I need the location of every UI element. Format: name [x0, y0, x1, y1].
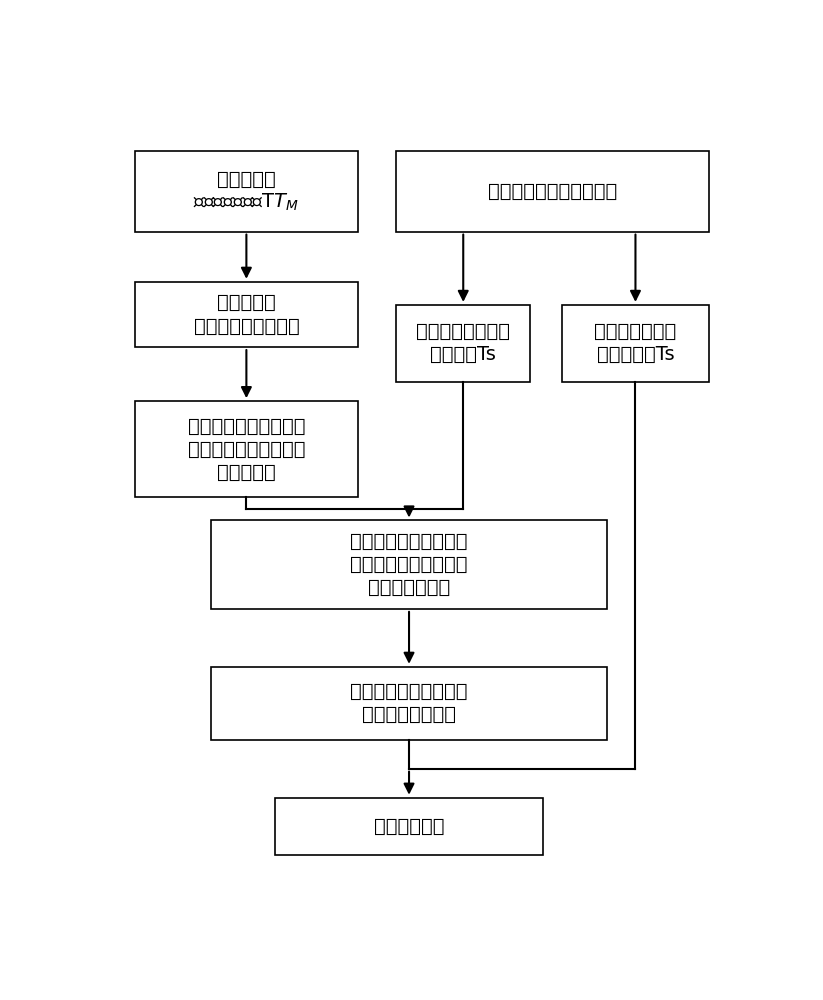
Text: 对参数进行方差分析，: 对参数进行方差分析， [188, 417, 305, 436]
Text: 的精确表征形式: 的精确表征形式 [368, 578, 450, 597]
Text: 单针反馈，获得各参数: 单针反馈，获得各参数 [351, 555, 467, 574]
Text: 获得验证测温针: 获得验证测温针 [594, 322, 677, 341]
Text: 测量温度，: 测量温度， [217, 170, 276, 189]
Text: 获得反馈测温针的: 获得反馈测温针的 [416, 322, 510, 341]
FancyBboxPatch shape [397, 151, 709, 232]
Text: 获得各个参数在不同时: 获得各个参数在不同时 [188, 440, 305, 459]
FancyBboxPatch shape [135, 282, 358, 347]
FancyBboxPatch shape [212, 520, 607, 609]
FancyBboxPatch shape [275, 798, 543, 855]
Text: 将各反馈函数代入温度: 将各反馈函数代入温度 [351, 682, 467, 701]
FancyBboxPatch shape [135, 401, 358, 497]
Text: 设置参数，: 设置参数， [217, 293, 276, 312]
Text: 基于敏感性分析结果和: 基于敏感性分析结果和 [351, 532, 467, 551]
FancyBboxPatch shape [135, 151, 358, 232]
Text: 针对体模进行热消融实验: 针对体模进行热消融实验 [488, 182, 617, 201]
Text: 导出反馈点温度T$T_M$: 导出反馈点温度T$T_M$ [193, 192, 300, 213]
FancyBboxPatch shape [397, 305, 530, 382]
Text: 实验对比验证: 实验对比验证 [374, 817, 444, 836]
Text: 实测温度Ts: 实测温度Ts [430, 345, 496, 364]
Text: 刻的敏感性: 刻的敏感性 [217, 463, 276, 482]
Text: 的实测温度Ts: 的实测温度Ts [597, 345, 674, 364]
FancyBboxPatch shape [212, 667, 607, 740]
Text: 场模型，进行仿真: 场模型，进行仿真 [362, 705, 456, 724]
Text: 建立温度场仿真模型: 建立温度场仿真模型 [193, 316, 300, 335]
FancyBboxPatch shape [562, 305, 709, 382]
